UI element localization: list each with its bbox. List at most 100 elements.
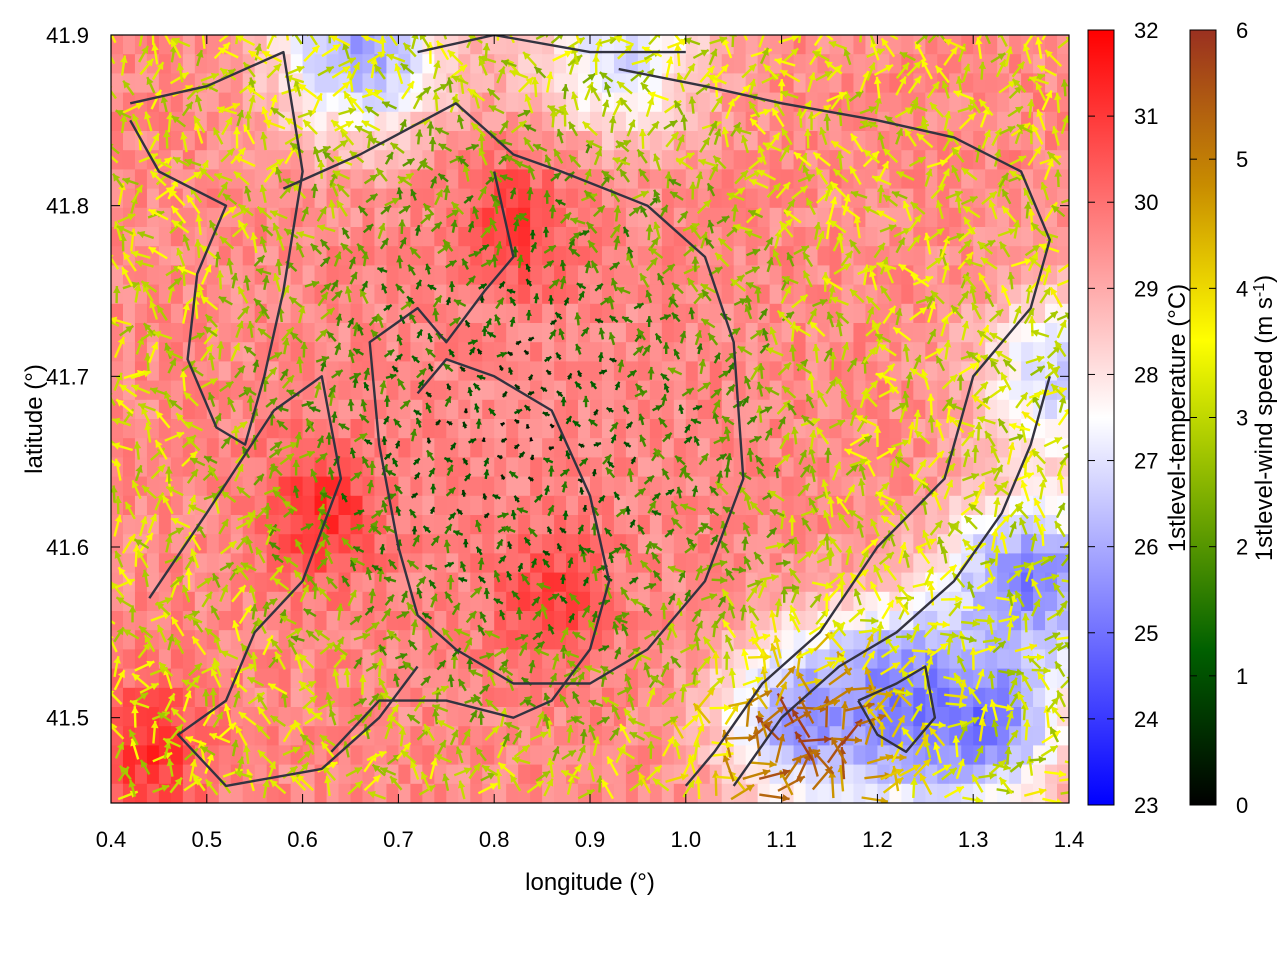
heatmap-cell <box>710 707 723 727</box>
heatmap-cell <box>530 745 543 765</box>
heatmap-cell <box>734 745 747 765</box>
heatmap-cell <box>171 438 184 458</box>
heatmap-cell <box>398 765 411 785</box>
heatmap-cell <box>171 669 184 689</box>
heatmap-cell <box>374 592 387 612</box>
heatmap-cell <box>626 400 639 420</box>
heatmap-cell <box>818 323 831 343</box>
heatmap-cell <box>830 707 843 727</box>
heatmap-cell <box>410 688 423 708</box>
heatmap-cell <box>470 189 483 209</box>
heatmap-cell <box>123 35 136 55</box>
heatmap-cell <box>494 477 507 497</box>
heatmap-cell <box>794 304 807 324</box>
heatmap-cell <box>913 246 926 266</box>
heatmap-cell <box>135 208 148 228</box>
heatmap-cell <box>1033 611 1046 631</box>
heatmap-cell <box>279 534 292 554</box>
heatmap-cell <box>207 54 220 74</box>
heatmap-cell <box>758 438 771 458</box>
heatmap-cell <box>1033 707 1046 727</box>
heatmap-cell <box>315 304 328 324</box>
heatmap-cell <box>303 477 316 497</box>
heatmap-cell <box>949 246 962 266</box>
heatmap-cell <box>482 534 495 554</box>
heatmap-cell <box>686 342 699 362</box>
heatmap-cell <box>518 361 531 381</box>
heatmap-cell <box>470 784 483 804</box>
heatmap-cell <box>135 227 148 247</box>
heatmap-cell <box>734 726 747 746</box>
heatmap-cell <box>913 381 926 401</box>
heatmap-cell <box>590 438 603 458</box>
heatmap-cell <box>806 611 819 631</box>
heatmap-cell <box>662 150 675 170</box>
heatmap-cell <box>734 246 747 266</box>
heatmap-cell <box>470 169 483 189</box>
heatmap-cell <box>578 400 591 420</box>
heatmap-cell <box>351 131 364 151</box>
heatmap-cell <box>686 112 699 132</box>
heatmap-cell <box>219 457 232 477</box>
heatmap-cell <box>949 496 962 516</box>
heatmap-cell <box>339 573 352 593</box>
heatmap-cell <box>362 534 375 554</box>
heatmap-cell <box>434 381 447 401</box>
heatmap-cell <box>315 611 328 631</box>
heatmap-cell <box>470 419 483 439</box>
heatmap-cell <box>183 208 196 228</box>
heatmap-cell <box>398 457 411 477</box>
heatmap-cell <box>1033 54 1046 74</box>
heatmap-cell <box>398 361 411 381</box>
heatmap-cell <box>398 515 411 535</box>
heatmap-cell <box>446 361 459 381</box>
heatmap-cell <box>135 592 148 612</box>
heatmap-cell <box>362 342 375 362</box>
heatmap-cell <box>913 784 926 804</box>
heatmap-cell <box>865 649 878 669</box>
heatmap-cell <box>482 553 495 573</box>
heatmap-cell <box>315 784 328 804</box>
heatmap-cell <box>159 35 172 55</box>
heatmap-cell <box>1057 419 1070 439</box>
heatmap-cell <box>135 304 148 324</box>
heatmap-cell <box>351 35 364 55</box>
heatmap-cell <box>422 553 435 573</box>
heatmap-cell <box>782 745 795 765</box>
heatmap-cell <box>650 515 663 535</box>
heatmap-cell <box>362 630 375 650</box>
heatmap-cell <box>818 573 831 593</box>
heatmap-cell <box>482 381 495 401</box>
heatmap-cell <box>530 419 543 439</box>
heatmap-cell <box>578 381 591 401</box>
heatmap-cell <box>566 573 579 593</box>
heatmap-cell <box>997 438 1010 458</box>
heatmap-cell <box>662 323 675 343</box>
heatmap-cell <box>614 553 627 573</box>
heatmap-cell <box>386 265 399 285</box>
heatmap-cell <box>913 438 926 458</box>
heatmap-cell <box>794 496 807 516</box>
heatmap-cell <box>686 131 699 151</box>
heatmap-cell <box>889 285 902 305</box>
heatmap-cell <box>662 573 675 593</box>
heatmap-cell <box>291 688 304 708</box>
heatmap-cell <box>961 611 974 631</box>
heatmap-cell <box>746 189 759 209</box>
heatmap-cell <box>901 285 914 305</box>
heatmap-cell <box>865 131 878 151</box>
heatmap-cell <box>554 573 567 593</box>
heatmap-cell <box>398 419 411 439</box>
heatmap-cell <box>841 323 854 343</box>
heatmap-cell <box>674 534 687 554</box>
heatmap-cell <box>446 496 459 516</box>
heatmap-cell <box>374 726 387 746</box>
heatmap-cell <box>339 515 352 535</box>
heatmap-cell <box>674 419 687 439</box>
heatmap-cell <box>135 496 148 516</box>
heatmap-cell <box>386 227 399 247</box>
heatmap-cell <box>315 419 328 439</box>
heatmap-cell <box>542 285 555 305</box>
heatmap-cell <box>758 189 771 209</box>
heatmap-cell <box>650 784 663 804</box>
